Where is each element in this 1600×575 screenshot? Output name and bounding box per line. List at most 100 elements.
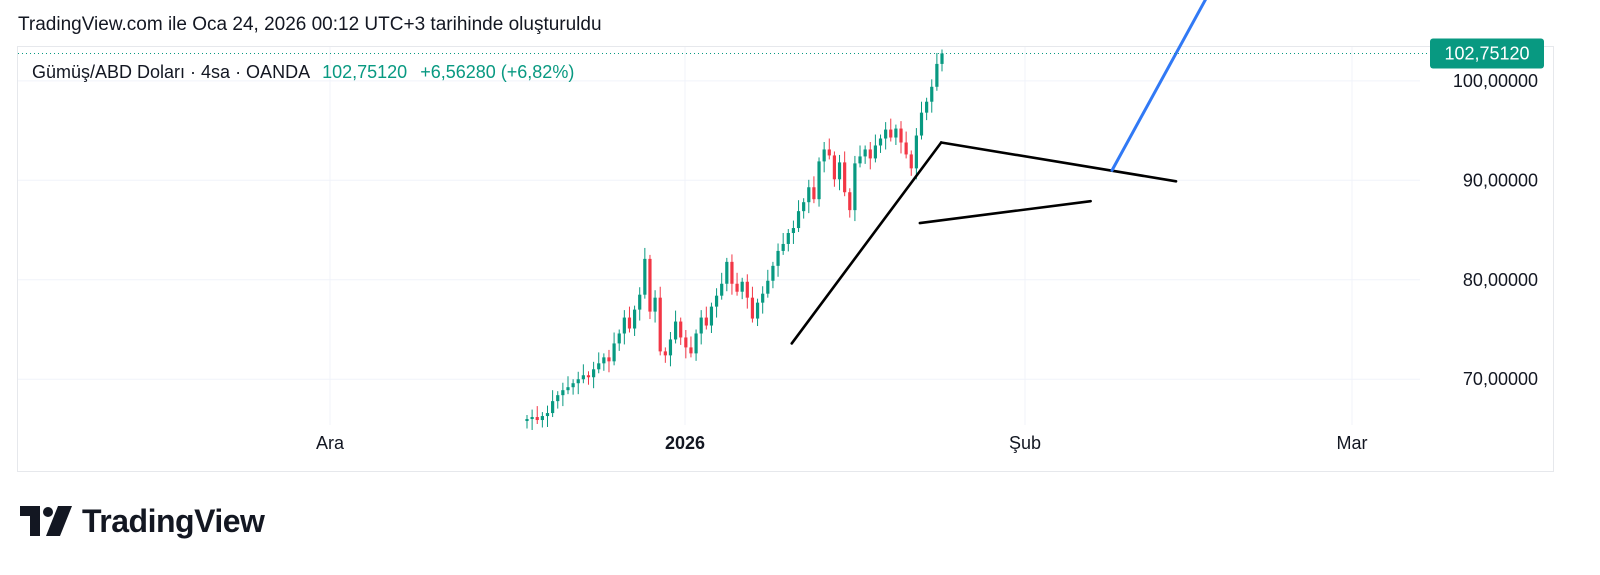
- drawings-layer[interactable]: [790, 0, 1219, 345]
- candle-body: [586, 375, 591, 378]
- candle-body: [873, 145, 877, 159]
- candle-body: [919, 112, 924, 136]
- candles-layer: [525, 49, 944, 430]
- candle-body: [689, 347, 693, 354]
- candle-body: [899, 128, 903, 143]
- candle-body: [699, 317, 703, 334]
- symbol-legend: Gümüş/ABD Doları · 4sa · OANDA 102,75120…: [32, 62, 574, 83]
- candle-body: [581, 375, 585, 380]
- candle-body: [627, 317, 632, 329]
- price-line-label: 102,75120: [1444, 43, 1529, 63]
- time-axis[interactable]: Ara 2026 Şub Mar: [316, 433, 1368, 453]
- pattern-trend-line[interactable]: [939, 141, 1178, 183]
- candle-body: [878, 138, 883, 146]
- candle-body: [658, 297, 662, 352]
- candle-body: [612, 343, 616, 362]
- candle-body: [832, 155, 837, 180]
- candle-body: [781, 243, 785, 251]
- candle-body: [653, 297, 657, 312]
- candle-body: [730, 261, 734, 284]
- candle-body: [786, 233, 790, 244]
- price-lines: 110,60543102,75120: [18, 38, 1544, 69]
- x-tick-label: Şub: [1009, 433, 1041, 453]
- candle-body: [843, 162, 847, 193]
- candle-body: [853, 163, 857, 211]
- candle-body: [935, 63, 939, 87]
- candle-body: [525, 419, 529, 422]
- candle-body: [535, 417, 539, 421]
- symbol-title[interactable]: Gümüş/ABD Doları · 4sa · OANDA: [32, 62, 310, 82]
- pattern-trend-line[interactable]: [918, 199, 1092, 225]
- candle-body: [884, 129, 888, 139]
- candle-body: [597, 363, 601, 370]
- candle-body: [602, 357, 606, 364]
- candle-body: [914, 135, 918, 169]
- candle-body: [745, 281, 749, 298]
- candle-body: [540, 416, 544, 421]
- tradingview-logo-icon: [20, 506, 72, 536]
- x-tick-label: Ara: [316, 433, 345, 453]
- candle-body: [725, 261, 729, 284]
- candle-body: [909, 154, 913, 169]
- candle-body: [643, 258, 647, 295]
- candle-body: [822, 149, 826, 162]
- candle-body: [812, 187, 816, 200]
- candle-body: [679, 321, 683, 338]
- candle-body: [858, 156, 862, 164]
- candle-body: [648, 258, 652, 312]
- last-price: 102,75120: [322, 62, 408, 82]
- candle-body: [663, 351, 667, 356]
- candle-body: [894, 128, 898, 138]
- price-line-label-box: [1430, 38, 1544, 69]
- candle-body: [720, 283, 724, 296]
- candle-body: [771, 265, 775, 281]
- candle-body: [704, 317, 708, 326]
- candle-body: [755, 302, 760, 319]
- grid-lines: [18, 47, 1420, 425]
- x-tick-label: 2026: [665, 433, 705, 453]
- candle-body: [592, 369, 596, 378]
- chart-frame[interactable]: [17, 46, 1554, 472]
- candle-body: [709, 306, 714, 326]
- y-tick-label: 80,00000: [1463, 270, 1538, 290]
- candle-body: [673, 321, 678, 340]
- candle-body: [807, 187, 811, 203]
- candle-body: [889, 129, 893, 138]
- price-axis[interactable]: 70,00000 80,00000 90,00000 100,00000: [1453, 71, 1538, 389]
- candle-body: [638, 294, 642, 310]
- chart-caption: TradingView.com ile Oca 24, 2026 00:12 U…: [18, 14, 602, 35]
- price-change: +6,56280 (+6,82%): [420, 62, 575, 82]
- blue-trend-line[interactable]: [1110, 0, 1219, 172]
- candle-body: [776, 250, 780, 266]
- y-tick-label: 90,00000: [1463, 170, 1538, 190]
- candle-body: [551, 401, 555, 414]
- candle-body: [607, 357, 611, 362]
- candle-body: [668, 339, 673, 356]
- candle-body: [530, 417, 534, 420]
- candle-body: [632, 309, 637, 329]
- candle-body: [837, 162, 842, 180]
- candle-body: [925, 101, 929, 113]
- candle-body: [622, 317, 626, 334]
- candle-body: [740, 281, 744, 292]
- candle-body: [791, 228, 796, 234]
- candle-body: [617, 333, 621, 344]
- pattern-trend-line[interactable]: [790, 141, 943, 345]
- candle-body: [561, 390, 565, 396]
- candle-body: [750, 297, 755, 319]
- candle-body: [848, 192, 852, 211]
- candle-body: [684, 337, 688, 348]
- tradingview-logo[interactable]: TradingView: [20, 503, 265, 539]
- candle-body: [940, 53, 944, 64]
- candle-body: [694, 333, 698, 354]
- x-tick-label: Mar: [1337, 433, 1368, 453]
- candle-body: [556, 395, 560, 402]
- candle-body: [930, 86, 934, 102]
- candle-body: [576, 379, 580, 384]
- y-tick-label: 100,00000: [1453, 71, 1538, 91]
- candle-body: [766, 280, 770, 294]
- candle-body: [566, 387, 570, 391]
- candle-body: [904, 142, 908, 155]
- candle-body: [827, 149, 831, 156]
